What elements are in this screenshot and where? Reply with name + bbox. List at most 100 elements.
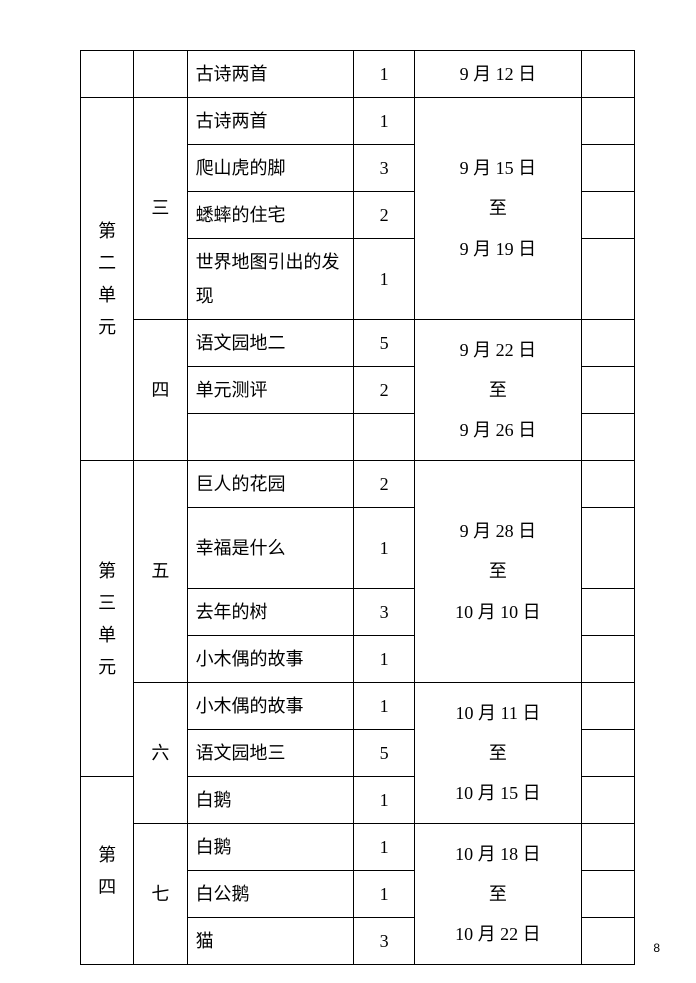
topic-cell: 猫 [187,918,354,965]
char: 单 [98,286,116,304]
hours-cell: 3 [354,918,415,965]
unit-label: 第 三 单 元 [81,461,133,776]
date-range-cell: 10 月 18 日 至 10 月 22 日 [415,824,582,965]
week-cell-empty [134,51,187,98]
note-cell [581,918,634,965]
week-cell: 六 [134,683,187,824]
date-line: 10 月 10 日 [455,595,541,629]
date-range-cell: 9 月 15 日 至 9 月 19 日 [415,98,582,320]
hours-cell [354,414,415,461]
topic-cell: 语文园地三 [187,730,354,777]
note-cell [581,145,634,192]
note-cell [581,414,634,461]
table-row: 第 三 单 元 五 巨人的花园 2 9 月 28 日 至 10 月 10 日 [81,461,635,508]
hours-cell: 3 [354,145,415,192]
note-cell [581,192,634,239]
hours-cell: 1 [354,683,415,730]
table-row: 四 语文园地二 5 9 月 22 日 至 9 月 26 日 [81,320,635,367]
unit-cell: 第 三 单 元 [81,461,134,777]
topic-cell [187,414,354,461]
hours-cell: 1 [354,508,415,589]
topic-cell: 世界地图引出的发现 [187,239,354,320]
table-row: 七 白鹅 1 10 月 18 日 至 10 月 22 日 [81,824,635,871]
note-cell [581,320,634,367]
note-cell [581,239,634,320]
date-line: 10 月 18 日 [455,837,541,871]
table-row: 古诗两首 1 9 月 12 日 [81,51,635,98]
date-line: 9 月 26 日 [460,413,537,447]
topic-cell: 古诗两首 [187,98,354,145]
date-range-cell: 10 月 11 日 至 10 月 15 日 [415,683,582,824]
unit-label: 第 二 单 元 [81,98,133,460]
char: 单 [98,626,116,644]
unit-cell: 第 二 单 元 [81,98,134,461]
date-line: 至 [489,877,507,911]
hours-cell: 1 [354,777,415,824]
topic-cell: 小木偶的故事 [187,683,354,730]
note-cell [581,871,634,918]
date-line: 至 [489,554,507,588]
hours-cell: 1 [354,239,415,320]
date-line: 至 [489,191,507,225]
unit-cell-empty [81,51,134,98]
hours-cell: 2 [354,192,415,239]
table-row: 第 二 单 元 三 古诗两首 1 9 月 15 日 至 9 月 19 日 [81,98,635,145]
char: 元 [98,318,116,336]
date-line: 9 月 19 日 [460,232,537,266]
topic-cell: 去年的树 [187,589,354,636]
week-cell: 四 [134,320,187,461]
char: 四 [98,878,116,896]
topic-cell: 白公鹅 [187,871,354,918]
hours-cell: 1 [354,824,415,871]
note-cell [581,824,634,871]
char: 第 [98,562,116,580]
hours-cell: 5 [354,320,415,367]
hours-cell: 1 [354,98,415,145]
hours-cell: 1 [354,871,415,918]
date-line: 10 月 11 日 [455,696,540,730]
date-cell: 9 月 12 日 [415,51,582,98]
topic-cell: 单元测评 [187,367,354,414]
date-line: 9 月 28 日 [460,514,537,548]
topic-cell: 爬山虎的脚 [187,145,354,192]
date-line: 10 月 22 日 [455,917,541,951]
char: 元 [98,658,116,676]
hours-cell: 1 [354,636,415,683]
unit-label: 第 四 [81,777,133,964]
date-range-cell: 9 月 22 日 至 9 月 26 日 [415,320,582,461]
char: 三 [98,594,116,612]
week-cell: 七 [134,824,187,965]
note-cell [581,589,634,636]
date-line: 9 月 22 日 [460,333,537,367]
note-cell [581,98,634,145]
date-line: 至 [489,373,507,407]
char: 第 [98,846,116,864]
note-cell [581,367,634,414]
hours-cell: 2 [354,461,415,508]
note-cell [581,51,634,98]
date-line: 10 月 15 日 [455,776,541,810]
topic-cell: 白鹅 [187,777,354,824]
note-cell [581,461,634,508]
char: 二 [98,254,116,272]
date-range-cell: 9 月 28 日 至 10 月 10 日 [415,461,582,683]
table-row: 六 小木偶的故事 1 10 月 11 日 至 10 月 15 日 [81,683,635,730]
hours-cell: 5 [354,730,415,777]
date-line: 9 月 15 日 [460,151,537,185]
week-cell: 五 [134,461,187,683]
page-number: 8 [653,941,660,955]
schedule-table: 古诗两首 1 9 月 12 日 第 二 单 元 三 古诗两首 1 9 月 15 … [80,50,635,965]
schedule-table-container: 古诗两首 1 9 月 12 日 第 二 单 元 三 古诗两首 1 9 月 15 … [80,50,635,965]
topic-cell: 幸福是什么 [187,508,354,589]
note-cell [581,683,634,730]
topic-cell: 巨人的花园 [187,461,354,508]
hours-cell: 2 [354,367,415,414]
date-line: 至 [489,736,507,770]
note-cell [581,636,634,683]
week-cell: 三 [134,98,187,320]
topic-cell: 古诗两首 [187,51,354,98]
hours-cell: 1 [354,51,415,98]
char: 第 [98,222,116,240]
topic-cell: 蟋蟀的住宅 [187,192,354,239]
note-cell [581,777,634,824]
